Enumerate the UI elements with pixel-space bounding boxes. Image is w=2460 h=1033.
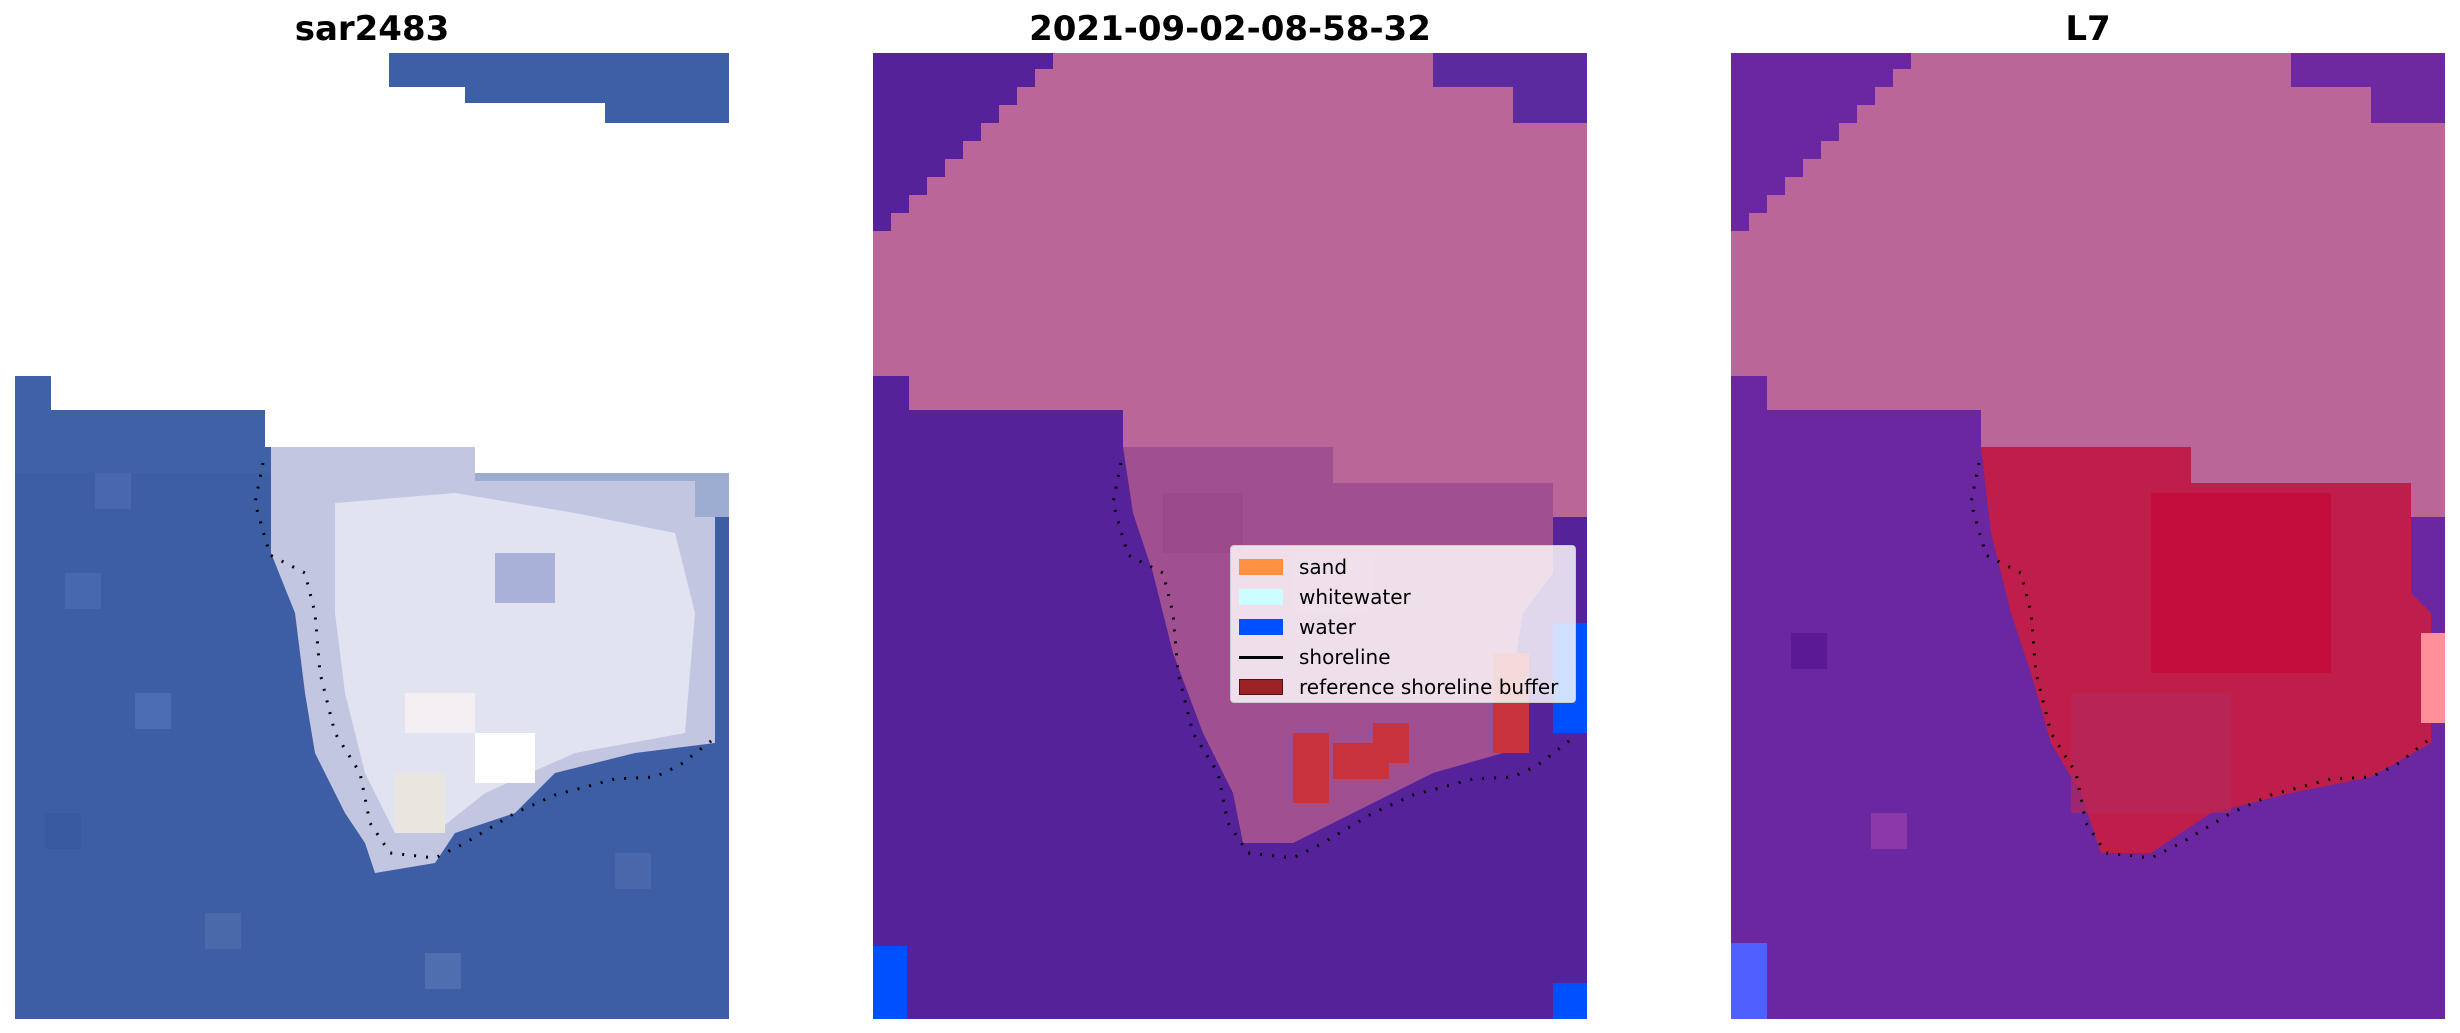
classification-panel	[873, 53, 1587, 1019]
legend-line-shoreline	[1239, 655, 1283, 659]
legend-label: shoreline	[1299, 645, 1391, 669]
legend-label: reference shoreline buffer	[1299, 675, 1559, 699]
legend-swatch-water	[1239, 619, 1283, 635]
legend-item-water: water	[1239, 612, 1575, 642]
legend-label: water	[1299, 615, 1356, 639]
panel-title-classification: 2021-09-02-08-58-32	[1029, 9, 1431, 49]
rgb-image-panel	[15, 53, 729, 1019]
legend-label: sand	[1299, 555, 1348, 579]
legend-swatch-reference-buffer	[1239, 679, 1283, 695]
legend-item-sand: sand	[1239, 552, 1575, 582]
legend-swatch-sand	[1239, 559, 1283, 575]
legend-item-reference-buffer: reference shoreline buffer	[1239, 672, 1575, 702]
legend: sand whitewater water shoreline referenc…	[1230, 545, 1576, 703]
legend-item-whitewater: whitewater	[1239, 582, 1575, 612]
legend-item-shoreline: shoreline	[1239, 642, 1575, 672]
legend-label: whitewater	[1299, 585, 1411, 609]
rgb-image	[15, 53, 729, 1019]
panel-title-index: L7	[2065, 9, 2111, 49]
index-panel	[1731, 53, 2445, 1019]
legend-swatch-whitewater	[1239, 589, 1283, 605]
index-image	[1731, 53, 2445, 1019]
panel-title-rgb: sar2483	[294, 9, 450, 49]
classification-image	[873, 53, 1587, 1019]
